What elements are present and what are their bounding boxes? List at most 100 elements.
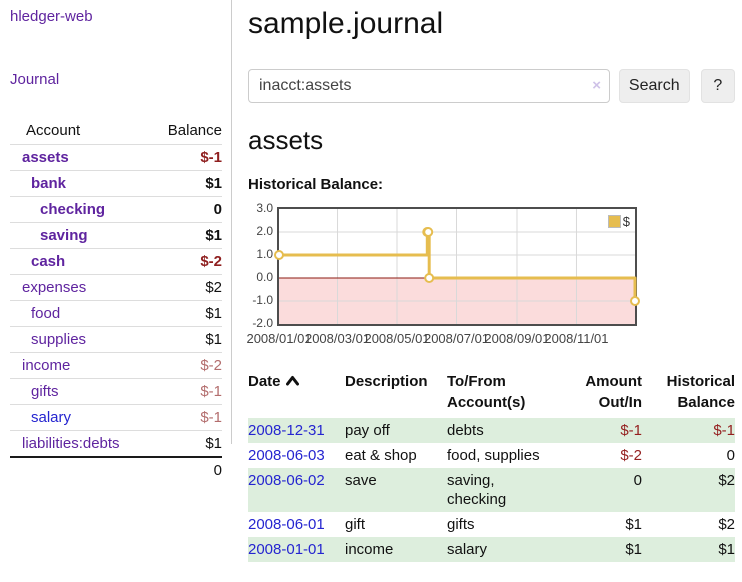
- transaction-description: save: [345, 472, 377, 489]
- amount-header-line2: Out/In: [598, 394, 642, 411]
- account-balance: $-2: [200, 357, 222, 374]
- chart-canvas: [274, 209, 640, 324]
- app-title-link[interactable]: hledger-web: [10, 8, 93, 25]
- clear-search-icon[interactable]: ×: [592, 77, 601, 94]
- search-input[interactable]: [248, 69, 610, 103]
- balance-header-line1: Historical: [666, 373, 735, 390]
- account-link[interactable]: food: [31, 305, 61, 322]
- legend-label: $: [622, 214, 630, 229]
- column-header-amount[interactable]: Amount Out/In: [577, 369, 642, 418]
- transaction-date-link[interactable]: 2008-06-02: [248, 472, 325, 489]
- transaction-amount: 0: [633, 472, 642, 489]
- x-axis-tick-label: 2008/09/01: [484, 331, 550, 346]
- account-link[interactable]: income: [22, 357, 71, 374]
- y-axis-tick-label: 3.0: [256, 201, 273, 215]
- historical-balance-chart: $ 3.0 2.0 1.0 0.0 -1.0 -2.0 2008/01/01 2008/03…: [246, 202, 735, 349]
- sidebar-item-journal[interactable]: Journal: [10, 71, 60, 88]
- legend-swatch-icon: [607, 215, 621, 228]
- transaction-description: eat & shop: [345, 447, 417, 464]
- account-link[interactable]: cash: [31, 253, 66, 270]
- column-header-balance[interactable]: Historical Balance: [642, 369, 735, 418]
- account-balance: $1: [205, 305, 222, 322]
- account-link[interactable]: bank: [31, 175, 67, 192]
- account-link[interactable]: saving: [40, 227, 88, 244]
- transaction-accounts: debts: [447, 422, 484, 439]
- transaction-date-link[interactable]: 2008-12-31: [248, 422, 325, 439]
- transaction-description: gift: [345, 516, 366, 533]
- account-row: income $-2: [10, 352, 222, 378]
- account-balance: $1: [205, 175, 222, 192]
- balance-column-header: Balance: [167, 122, 222, 139]
- amount-header-line1: Amount: [585, 373, 642, 390]
- transaction-description: income: [345, 541, 394, 558]
- account-link[interactable]: gifts: [31, 383, 59, 400]
- account-link[interactable]: supplies: [31, 331, 87, 348]
- account-balance: $-1: [200, 383, 222, 400]
- y-axis-tick-label: 0.0: [256, 270, 273, 284]
- search-form: × Search ?: [248, 69, 735, 103]
- account-row: cash $-2: [10, 248, 222, 274]
- data-point-marker: [424, 273, 435, 283]
- transaction-description: pay off: [345, 422, 390, 439]
- y-axis-tick-label: 2.0: [256, 224, 273, 238]
- column-header-description[interactable]: Description: [345, 373, 428, 390]
- transaction-balance: $1: [718, 541, 735, 558]
- data-point-marker: [423, 227, 434, 237]
- account-link[interactable]: checking: [40, 201, 106, 218]
- transaction-amount: $-2: [620, 447, 642, 464]
- data-point-marker: [630, 296, 640, 306]
- transaction-balance: $2: [718, 472, 735, 489]
- account-row: supplies $1: [10, 326, 222, 352]
- account-balance: $-1: [200, 409, 222, 426]
- search-help-button[interactable]: ?: [700, 69, 735, 103]
- account-balance: 0: [213, 201, 222, 218]
- account-balance: $-2: [200, 253, 222, 270]
- account-row: bank $1: [10, 170, 222, 196]
- account-link[interactable]: expenses: [22, 279, 87, 296]
- transaction-accounts: salary: [447, 541, 488, 558]
- account-row: checking 0: [10, 196, 222, 222]
- register-row: 2008-01-01 income salary $1 $1: [248, 537, 735, 562]
- account-balance: $1: [205, 435, 222, 452]
- page-title: sample.journal: [248, 7, 444, 40]
- register-tbody: 2008-12-31 pay off debts $-1 $-1 2008-06-03 ea…: [248, 418, 735, 562]
- transaction-accounts: gifts: [447, 516, 475, 533]
- chart-plot-area: $: [274, 207, 640, 326]
- y-axis-tick-label: 1.0: [256, 247, 273, 261]
- register-row: 2008-06-02 save saving, checking 0 $2: [248, 468, 735, 512]
- account-row: saving $1: [10, 222, 222, 248]
- date-header-label: Date: [248, 373, 281, 390]
- search-button[interactable]: Search: [619, 69, 690, 103]
- x-axis-tick-label: 2008/11/01: [544, 331, 609, 346]
- account-balance: $1: [205, 331, 222, 348]
- transaction-date-link[interactable]: 2008-01-01: [248, 541, 325, 558]
- account-total-row: 0: [10, 456, 222, 483]
- transaction-date-link[interactable]: 2008-06-03: [248, 447, 325, 464]
- y-axis-tick-label: -1.0: [252, 293, 273, 307]
- sort-ascending-icon: [285, 371, 299, 392]
- column-header-date[interactable]: Date: [248, 369, 345, 418]
- account-balance: $1: [205, 227, 222, 244]
- x-axis-tick-label: 2008/05/01: [364, 331, 430, 346]
- register-row: 2008-06-01 gift gifts $1 $2: [248, 512, 735, 537]
- x-axis-tick-label: 2008/01/01: [246, 331, 312, 346]
- tofrom-header-line1: To/From: [447, 373, 506, 390]
- transaction-date-link[interactable]: 2008-06-01: [248, 516, 325, 533]
- account-column-header: Account: [26, 122, 81, 139]
- account-link[interactable]: salary: [31, 409, 72, 426]
- chart-heading: Historical Balance:: [248, 176, 384, 193]
- account-table-header: Account Balance: [10, 118, 222, 144]
- column-header-tofrom[interactable]: To/From Account(s): [447, 369, 577, 418]
- account-row: food $1: [10, 300, 222, 326]
- data-point-marker: [274, 250, 284, 260]
- account-row: liabilities:debts $1: [10, 430, 222, 456]
- register-table: Date Description To/From Account(s) Amou…: [248, 369, 735, 562]
- transaction-amount: $1: [625, 516, 642, 533]
- main-content: sample.journal × Search ? assets Histori…: [246, 0, 735, 562]
- x-axis-tick-label: 2008/03/01: [304, 331, 371, 346]
- register-row: 2008-12-31 pay off debts $-1 $-1: [248, 418, 735, 443]
- sidebar: hledger-web Journal Account Balance asse…: [0, 0, 232, 479]
- account-link[interactable]: liabilities:debts: [22, 435, 120, 452]
- account-link[interactable]: assets: [22, 149, 69, 166]
- transaction-amount: $1: [625, 541, 642, 558]
